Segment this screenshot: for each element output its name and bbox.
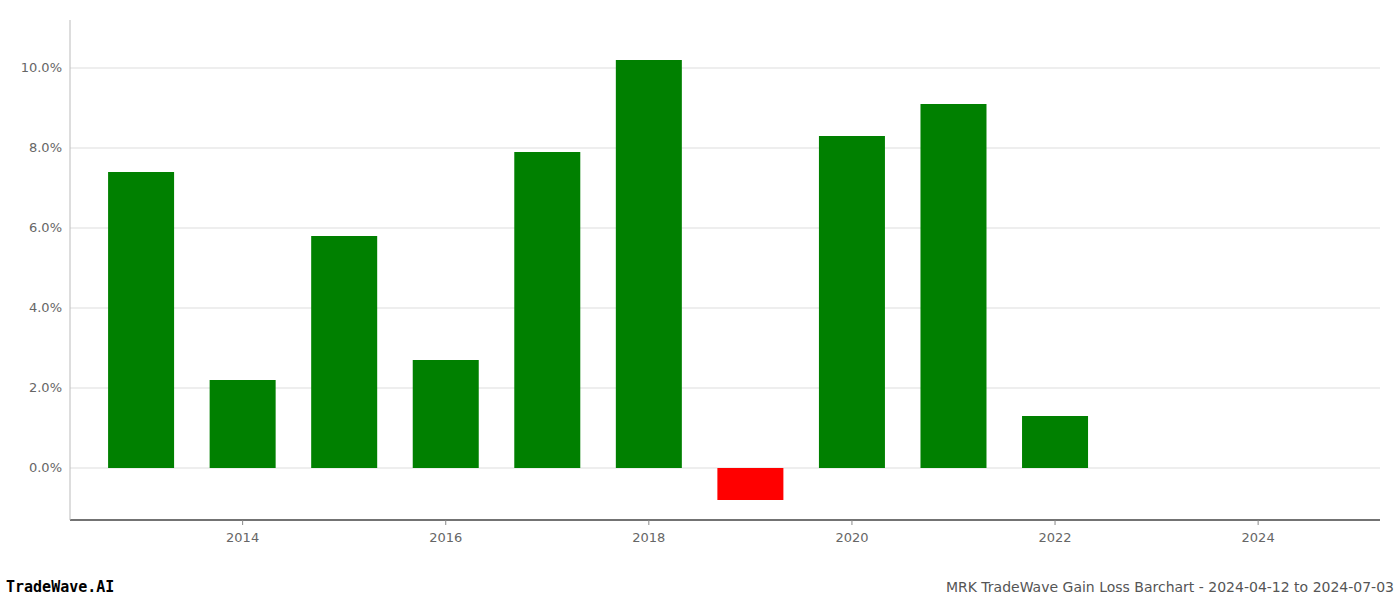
y-tick-label: 2.0%: [29, 380, 62, 395]
bar: [108, 172, 174, 468]
x-tick-label: 2014: [226, 530, 259, 545]
y-tick-label: 6.0%: [29, 220, 62, 235]
y-tick-label: 0.0%: [29, 460, 62, 475]
grid-line: [70, 148, 1380, 149]
x-tick-label: 2024: [1242, 530, 1275, 545]
x-axis-line: [70, 519, 1380, 521]
bar: [920, 104, 986, 468]
bar: [413, 360, 479, 468]
bar: [1022, 416, 1088, 468]
x-tick-label: 2018: [632, 530, 665, 545]
title: MRK TradeWave Gain Loss Barchart - 2024-…: [946, 579, 1394, 595]
grid-line: [70, 228, 1380, 229]
x-tick: [445, 520, 446, 525]
x-tick-label: 2020: [835, 530, 868, 545]
bar: [819, 136, 885, 468]
grid-line: [70, 68, 1380, 69]
y-axis-line: [70, 20, 71, 520]
bar: [311, 236, 377, 468]
grid-line: [70, 308, 1380, 309]
bar: [514, 152, 580, 468]
y-tick-label: 4.0%: [29, 300, 62, 315]
chart: 0.0% 2.0% 4.0% 6.0% 8.0% 10.0% 2014 2016 2018 202…: [0, 0, 1400, 600]
bar: [210, 380, 276, 468]
watermark: TradeWave.AI: [6, 578, 114, 596]
x-tick-label: 2016: [429, 530, 462, 545]
bar: [616, 60, 682, 468]
x-tick: [1055, 520, 1056, 525]
x-tick-label: 2022: [1038, 530, 1071, 545]
x-tick: [1258, 520, 1259, 525]
x-tick: [242, 520, 243, 525]
x-tick: [851, 520, 852, 525]
bar: [717, 468, 783, 500]
y-tick-label: 8.0%: [29, 140, 62, 155]
bars: [108, 60, 1088, 500]
x-tick: [648, 520, 649, 525]
y-tick-label: 10.0%: [21, 60, 62, 75]
bar: [1124, 468, 1190, 469]
